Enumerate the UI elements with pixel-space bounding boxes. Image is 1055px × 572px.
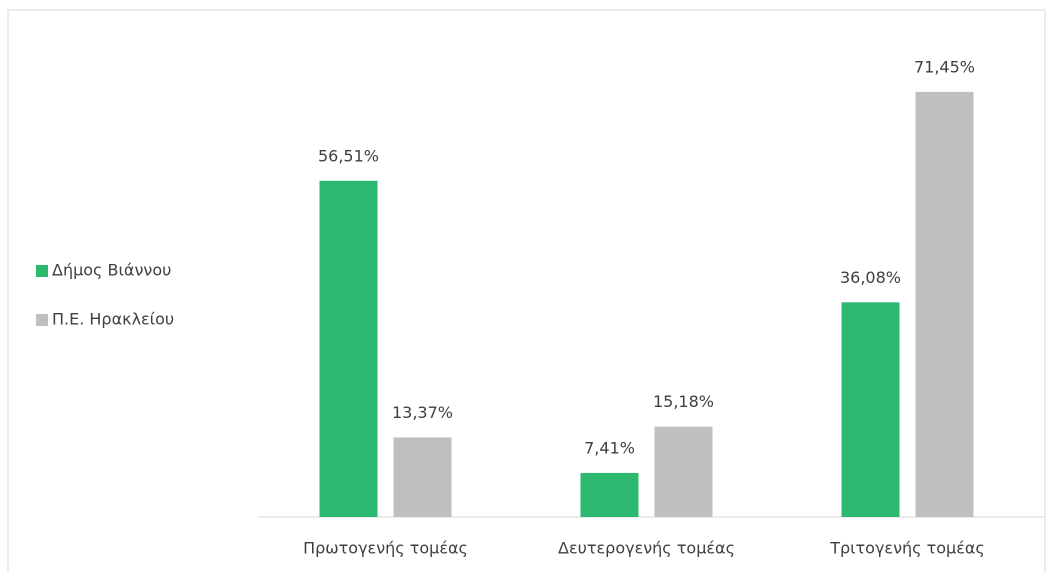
legend-label: Π.Ε. Ηρακλείου: [52, 310, 174, 329]
data-label: 71,45%: [914, 57, 975, 76]
bar: [580, 472, 639, 517]
data-label: 36,08%: [840, 268, 901, 287]
bar: [319, 180, 378, 517]
x-tick-label: Τριτογενής τομέας: [829, 539, 985, 558]
data-label: 7,41%: [584, 438, 635, 457]
data-label: 15,18%: [653, 392, 714, 411]
legend-swatch: [36, 314, 48, 326]
bar: [915, 91, 974, 517]
bar: [393, 437, 452, 517]
bar: [841, 302, 900, 517]
legend-swatch: [36, 265, 48, 277]
x-tick-label: Πρωτογενής τομέας: [303, 539, 468, 558]
chart-frame: [7, 9, 1046, 572]
bar: [654, 426, 713, 517]
data-label: 13,37%: [392, 403, 453, 422]
x-tick-label: Δευτερογενής τομέας: [558, 539, 735, 558]
legend-label: Δήμος Βιάννου: [52, 261, 171, 280]
data-label: 56,51%: [318, 146, 379, 165]
